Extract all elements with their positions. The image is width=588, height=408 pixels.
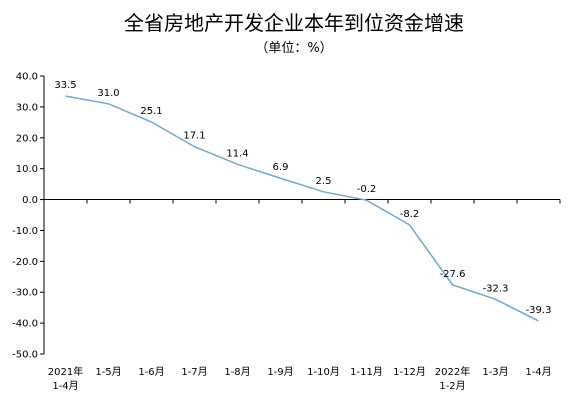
data-label: -0.2 [357, 184, 377, 195]
x-tick-label: 1-11月 [350, 366, 383, 378]
data-label: -27.6 [440, 269, 466, 280]
x-tick-labels: 2021年 1-4月 1-5月 1-6月 1-7月 1-8月 1-9月 1-10月 1-11月 1… [48, 365, 552, 392]
data-label: 31.0 [97, 88, 119, 99]
x-tick-label: 1-6月 [138, 366, 164, 378]
y-tick-label: 10.0 [16, 164, 38, 175]
y-tick-label: -40.0 [12, 319, 38, 330]
data-label: -32.3 [483, 283, 509, 294]
data-labels: 33.5 31.0 25.1 17.1 11.4 6.9 2.5 -0.2 -8.2 -27.6 -… [54, 80, 551, 316]
y-tick-label: -30.0 [12, 288, 38, 299]
y-tick-label: 40.0 [16, 72, 38, 83]
y-tick-label: -20.0 [12, 257, 38, 268]
y-tick-label: -10.0 [12, 226, 38, 237]
y-tick-label: -50.0 [12, 350, 38, 361]
x-tick-label: 1-12月 [393, 366, 426, 378]
chart-subtitle: （单位：%） [255, 41, 332, 56]
data-label: 6.9 [273, 162, 289, 173]
x-tick-label: 1-5月 [95, 366, 121, 378]
x-tick-label: 1-9月 [267, 366, 293, 378]
series-line [65, 95, 539, 322]
chart-title: 全省房地产开发企业本年到位资金增速 [124, 11, 464, 35]
x-tick-label: 2021年 1-4月 [48, 365, 83, 392]
data-label: -39.3 [526, 305, 552, 316]
x-tick-label: 1-7月 [181, 366, 207, 378]
data-label: 2.5 [316, 176, 332, 187]
y-tick-label: 30.0 [16, 102, 38, 113]
x-tick-label: 1-3月 [482, 366, 508, 378]
data-label: -8.2 [400, 209, 420, 220]
y-tick-labels: 40.0 30.0 20.0 10.0 0.0 -10.0 -20.0 -30.0 -40.0 -… [12, 72, 38, 361]
y-tick-label: 20.0 [16, 133, 38, 144]
data-label: 33.5 [54, 80, 76, 91]
x-tick-label: 1-8月 [224, 366, 250, 378]
x-tick-label: 1-10月 [307, 366, 340, 378]
x-tick-label: 1-4月 [525, 366, 551, 378]
y-tick-label: 0.0 [22, 195, 38, 206]
data-label: 17.1 [183, 131, 205, 142]
data-label: 11.4 [226, 148, 248, 159]
data-label: 25.1 [140, 106, 162, 117]
x-tick-label: 2022年 1-2月 [435, 365, 470, 392]
axes [40, 75, 561, 355]
